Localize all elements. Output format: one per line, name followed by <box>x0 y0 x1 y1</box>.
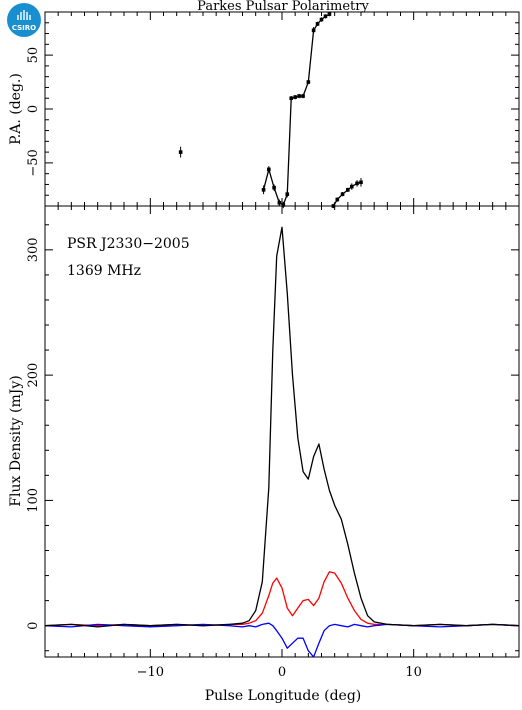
pa-point <box>319 17 324 22</box>
pa-point <box>315 22 320 26</box>
pa-ytick-labels: −50 0 50 <box>26 47 41 177</box>
pa-point <box>281 203 286 207</box>
profile-xtick-label: −10 <box>137 665 164 680</box>
pa-point <box>178 150 183 154</box>
pa-data <box>178 12 363 209</box>
pa-point <box>306 80 311 84</box>
pa-point <box>297 94 301 98</box>
pa-point <box>323 14 328 19</box>
profile-panel: 0 100 200 300 −10 0 10 PSR J2330−2005 1369 MH… <box>8 205 520 704</box>
linear-polarization-line <box>44 571 520 627</box>
profile-xlabel: Pulse Longitude (deg) <box>205 688 362 704</box>
profile-xtick-label: 10 <box>405 665 422 680</box>
profile-xtick-label: 0 <box>278 665 286 680</box>
pa-point <box>359 180 363 185</box>
profile-data <box>44 226 520 658</box>
profile-ytick-label: 200 <box>26 363 41 388</box>
pa-point <box>261 188 266 192</box>
pa-ticks <box>44 11 520 207</box>
pa-point <box>327 12 332 16</box>
profile-ytick-label: 100 <box>26 488 41 513</box>
pa-point <box>311 28 316 33</box>
pa-point <box>355 181 359 186</box>
chart-title: Parkes Pulsar Polarimetry <box>197 0 369 14</box>
csiro-logo-text: CSIRO <box>12 24 36 32</box>
pa-point <box>277 200 282 205</box>
frequency-label: 1369 MHz <box>67 263 141 279</box>
pa-ytick-label: 50 <box>26 47 41 64</box>
profile-ytick-label: 0 <box>26 622 41 630</box>
profile-ytick-labels: 0 100 200 300 <box>26 237 41 629</box>
pa-point <box>335 197 340 202</box>
total-intensity-line <box>44 226 520 628</box>
pa-frame <box>44 11 520 207</box>
pa-point <box>293 95 297 99</box>
csiro-logo: CSIRO <box>7 3 41 37</box>
pa-point <box>285 192 290 196</box>
pa-point <box>289 96 294 101</box>
pa-point <box>346 188 350 192</box>
profile-ytick-label: 300 <box>26 237 41 262</box>
circular-polarization-line <box>44 622 520 658</box>
profile-xtick-labels: −10 0 10 <box>137 665 422 680</box>
pa-point <box>301 94 305 98</box>
psr-name-label: PSR J2330−2005 <box>67 236 190 252</box>
pa-ylabel: P.A. (deg.) <box>8 73 24 145</box>
pa-point <box>349 184 354 189</box>
profile-ylabel: Flux Density (mJy) <box>8 375 24 506</box>
pa-point <box>267 167 271 172</box>
pa-point <box>272 185 276 190</box>
pa-series-line <box>262 13 330 206</box>
pa-point <box>340 192 345 196</box>
csiro-logo-mark <box>17 10 31 20</box>
pa-ytick-label: −50 <box>26 149 41 176</box>
pa-ytick-label: 0 <box>26 105 41 113</box>
pa-panel: −50 0 50 P.A. (deg.) <box>8 11 520 209</box>
